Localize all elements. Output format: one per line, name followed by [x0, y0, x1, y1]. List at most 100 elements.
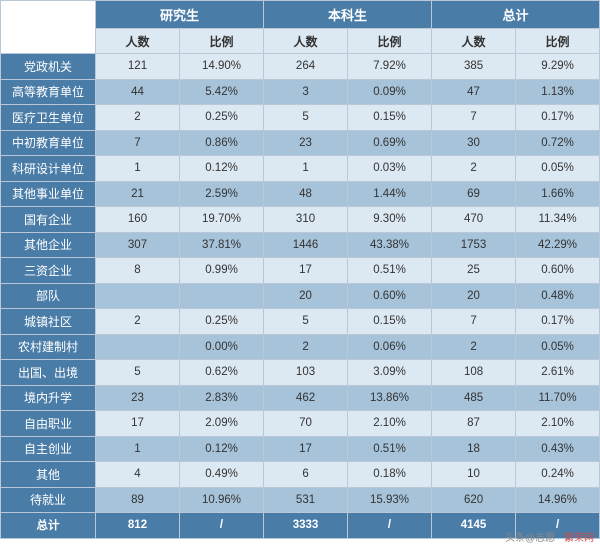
sub-header-2: 人数: [264, 29, 348, 54]
data-cell: 0.25%: [180, 105, 264, 131]
data-cell: 3: [264, 79, 348, 105]
data-cell: 7: [432, 309, 516, 335]
data-cell: 470: [432, 207, 516, 233]
data-cell: 2: [432, 156, 516, 182]
data-cell: 0.60%: [348, 283, 432, 309]
data-cell: 0.24%: [516, 462, 600, 488]
data-cell: 10.96%: [180, 487, 264, 513]
row-label: 部队: [1, 283, 96, 309]
data-cell: 2.59%: [180, 181, 264, 207]
table-row: 其他事业单位212.59%481.44%691.66%: [1, 181, 600, 207]
data-cell: 89: [96, 487, 180, 513]
data-cell: 0.86%: [180, 130, 264, 156]
data-cell: 160: [96, 207, 180, 233]
table-row: 国有企业16019.70%3109.30%47011.34%: [1, 207, 600, 233]
row-label: 境内升学: [1, 385, 96, 411]
data-cell: 20: [432, 283, 516, 309]
data-cell: 385: [432, 54, 516, 80]
table-row: 高等教育单位445.42%30.09%471.13%: [1, 79, 600, 105]
footer-cell-3: /: [348, 513, 432, 539]
data-cell: 23: [96, 385, 180, 411]
data-cell: 14.90%: [180, 54, 264, 80]
data-cell: 5.42%: [180, 79, 264, 105]
data-cell: 307: [96, 232, 180, 258]
data-cell: 1.13%: [516, 79, 600, 105]
row-label: 自由职业: [1, 411, 96, 437]
sub-header-4: 人数: [432, 29, 516, 54]
data-cell: 0.15%: [348, 309, 432, 335]
table-row: 其他企业30737.81%144643.38%175342.29%: [1, 232, 600, 258]
row-label: 其他事业单位: [1, 181, 96, 207]
data-cell: 5: [96, 360, 180, 386]
data-cell: 25: [432, 258, 516, 284]
data-cell: 2: [432, 334, 516, 360]
data-cell: 70: [264, 411, 348, 437]
data-cell: 2: [96, 309, 180, 335]
data-cell: 1446: [264, 232, 348, 258]
data-cell: 5: [264, 309, 348, 335]
data-cell: 0.15%: [348, 105, 432, 131]
data-cell: [180, 283, 264, 309]
data-cell: 9.30%: [348, 207, 432, 233]
data-cell: 0.60%: [516, 258, 600, 284]
data-cell: 37.81%: [180, 232, 264, 258]
data-cell: 17: [264, 258, 348, 284]
data-cell: 462: [264, 385, 348, 411]
data-cell: 0.12%: [180, 436, 264, 462]
data-cell: 0.12%: [180, 156, 264, 182]
data-cell: 1: [96, 436, 180, 462]
footer-cell-0: 812: [96, 513, 180, 539]
row-label: 农村建制村: [1, 334, 96, 360]
data-cell: 620: [432, 487, 516, 513]
data-cell: 0.05%: [516, 334, 600, 360]
data-cell: 18: [432, 436, 516, 462]
data-cell: 17: [96, 411, 180, 437]
sub-header-3: 比例: [348, 29, 432, 54]
employment-table: 研究生 本科生 总计 人数 比例 人数 比例 人数 比例 党政机关12114.9…: [0, 0, 600, 539]
data-cell: 11.34%: [516, 207, 600, 233]
table-row: 党政机关12114.90%2647.92%3859.29%: [1, 54, 600, 80]
data-cell: 19.70%: [180, 207, 264, 233]
table-row: 农村建制村0.00%20.06%20.05%: [1, 334, 600, 360]
data-cell: 1.66%: [516, 181, 600, 207]
row-label: 出国、出境: [1, 360, 96, 386]
data-cell: 69: [432, 181, 516, 207]
row-label: 中初教育单位: [1, 130, 96, 156]
table-row: 其他40.49%60.18%100.24%: [1, 462, 600, 488]
data-cell: 11.70%: [516, 385, 600, 411]
data-cell: 0.25%: [180, 309, 264, 335]
footer-cell-2: 3333: [264, 513, 348, 539]
row-label: 其他: [1, 462, 96, 488]
data-cell: 2: [264, 334, 348, 360]
data-cell: 43.38%: [348, 232, 432, 258]
data-cell: 0.05%: [516, 156, 600, 182]
data-cell: 87: [432, 411, 516, 437]
data-cell: 264: [264, 54, 348, 80]
data-cell: 0.03%: [348, 156, 432, 182]
data-cell: 7: [96, 130, 180, 156]
row-label: 待就业: [1, 487, 96, 513]
data-cell: 17: [264, 436, 348, 462]
footer-label: 总计: [1, 513, 96, 539]
data-cell: 121: [96, 54, 180, 80]
data-cell: 5: [264, 105, 348, 131]
data-cell: 2: [96, 105, 180, 131]
data-cell: 0.51%: [348, 436, 432, 462]
data-cell: 8: [96, 258, 180, 284]
table-row: 城镇社区20.25%50.15%70.17%: [1, 309, 600, 335]
data-cell: 485: [432, 385, 516, 411]
data-cell: 0.69%: [348, 130, 432, 156]
row-label: 自主创业: [1, 436, 96, 462]
table-row: 中初教育单位70.86%230.69%300.72%: [1, 130, 600, 156]
data-cell: 2.83%: [180, 385, 264, 411]
row-label: 城镇社区: [1, 309, 96, 335]
data-cell: 310: [264, 207, 348, 233]
table-row: 科研设计单位10.12%10.03%20.05%: [1, 156, 600, 182]
data-cell: 2.10%: [348, 411, 432, 437]
row-label: 医疗卫生单位: [1, 105, 96, 131]
data-cell: 0.18%: [348, 462, 432, 488]
data-cell: 23: [264, 130, 348, 156]
data-cell: 9.29%: [516, 54, 600, 80]
table-row: 医疗卫生单位20.25%50.15%70.17%: [1, 105, 600, 131]
data-cell: 103: [264, 360, 348, 386]
